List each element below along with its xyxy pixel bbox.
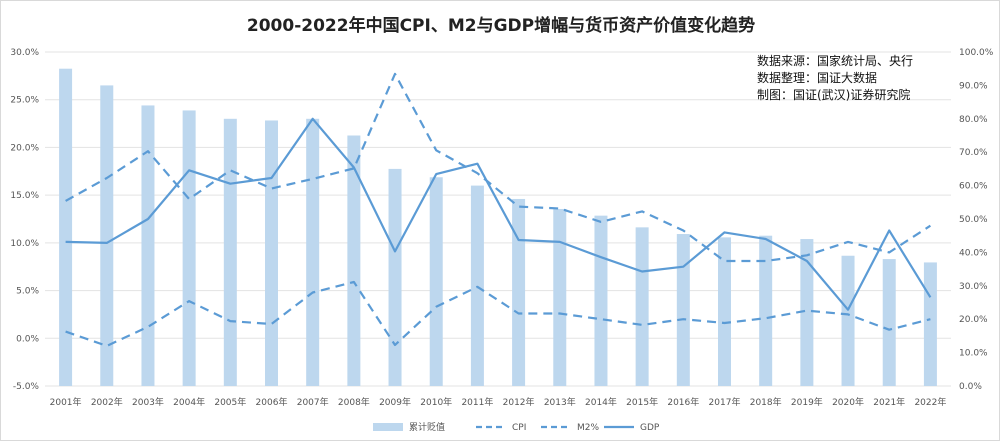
bar-累计贬值 — [223, 118, 237, 387]
x-axis-tick-label: 2001年 — [50, 396, 82, 408]
right-axis-tick-label: 20.0% — [959, 315, 988, 325]
x-axis-tick-label: 2015年 — [626, 396, 658, 408]
left-axis-tick-label: 0.0% — [16, 334, 39, 344]
bar-累计贬值 — [800, 239, 814, 386]
x-axis-tick-label: 2008年 — [338, 396, 370, 408]
x-axis-tick-label: 2003年 — [132, 396, 164, 408]
bar-累计贬值 — [594, 215, 608, 386]
bar-累计贬值 — [182, 110, 196, 386]
x-axis-tick-label: 2007年 — [297, 396, 329, 408]
x-axis-tick-label: 2005年 — [214, 396, 246, 408]
bar-累计贬值 — [882, 259, 896, 386]
x-axis-tick-label: 2013年 — [544, 396, 576, 408]
x-axis-tick-label: 2011年 — [461, 396, 493, 408]
x-axis-tick-label: 2016年 — [667, 396, 699, 408]
left-axis-tick-label: 30.0% — [10, 48, 39, 58]
bar-累计贬值 — [676, 234, 690, 386]
left-axis-tick-label: 15.0% — [10, 191, 39, 201]
left-axis-tick-label: 25.0% — [10, 96, 39, 106]
x-axis-tick-label: 2006年 — [256, 396, 288, 408]
right-axis-tick-label: 40.0% — [959, 248, 988, 258]
bar-累计贬值 — [100, 85, 114, 387]
right-axis-tick-label: 90.0% — [959, 81, 988, 91]
x-axis-tick-label: 2019年 — [791, 396, 823, 408]
left-axis-tick-label: 20.0% — [10, 143, 39, 153]
bar-累计贬值 — [841, 255, 855, 386]
line-series-CPI — [65, 280, 931, 347]
source-note: 数据来源：国家统计局、央行 — [757, 53, 913, 68]
right-axis-tick-label: 70.0% — [959, 148, 988, 158]
x-axis-tick-label: 2021年 — [873, 396, 905, 408]
legend-swatch-bar — [373, 423, 403, 431]
right-axis-tick-label: 10.0% — [959, 349, 988, 359]
x-axis-tick-label: 2012年 — [503, 396, 535, 408]
x-axis-tick-label: 2018年 — [750, 396, 782, 408]
left-axis-tick-label: -5.0% — [13, 382, 40, 392]
x-axis-tick-label: 2017年 — [709, 396, 741, 408]
source-note: 数据整理：国证大数据 — [757, 70, 877, 85]
bar-累计贬值 — [306, 118, 320, 387]
legend-label: M2% — [577, 423, 599, 433]
right-axis-tick-label: 80.0% — [959, 115, 988, 125]
bar-累计贬值 — [635, 227, 649, 386]
legend-label: CPI — [512, 423, 526, 433]
x-axis-tick-label: 2009年 — [379, 396, 411, 408]
x-axis-tick-label: 2022年 — [914, 396, 946, 408]
bar-累计贬值 — [718, 237, 731, 386]
bar-累计贬值 — [388, 168, 402, 386]
bar-累计贬值 — [429, 177, 443, 386]
bar-累计贬值 — [59, 68, 73, 386]
line-series-GDP — [65, 117, 932, 311]
source-note: 制图：国证(武汉)证券研究院 — [757, 87, 910, 102]
x-axis-tick-label: 2020年 — [832, 396, 864, 408]
bar-累计贬值 — [141, 105, 155, 386]
right-axis-tick-label: 50.0% — [959, 215, 988, 225]
left-axis-tick-label: 5.0% — [16, 287, 39, 297]
right-axis-tick-label: 0.0% — [959, 382, 982, 392]
right-axis-tick-label: 30.0% — [959, 282, 988, 292]
right-axis-tick-label: 100.0% — [959, 48, 994, 58]
bar-累计贬值 — [347, 135, 361, 386]
bar-累计贬值 — [923, 262, 937, 386]
right-axis-tick-label: 60.0% — [959, 182, 988, 192]
bar-累计贬值 — [553, 208, 567, 386]
line-series-M2pct — [65, 72, 931, 263]
left-axis-tick-label: 10.0% — [10, 239, 39, 249]
x-axis-tick-label: 2010年 — [420, 396, 452, 408]
bar-累计贬值 — [512, 198, 526, 386]
legend-label: 累计贬值 — [409, 421, 445, 433]
x-axis-tick-label: 2002年 — [91, 396, 123, 408]
legend-label: GDP — [640, 423, 660, 433]
chart-title: 2000-2022年中国CPI、M2与GDP增幅与货币资产价值变化趋势 — [246, 16, 756, 36]
x-axis-tick-label: 2004年 — [173, 396, 205, 408]
bar-累计贬值 — [759, 235, 773, 386]
bar-累计贬值 — [265, 120, 278, 386]
x-axis-tick-label: 2014年 — [585, 396, 617, 408]
